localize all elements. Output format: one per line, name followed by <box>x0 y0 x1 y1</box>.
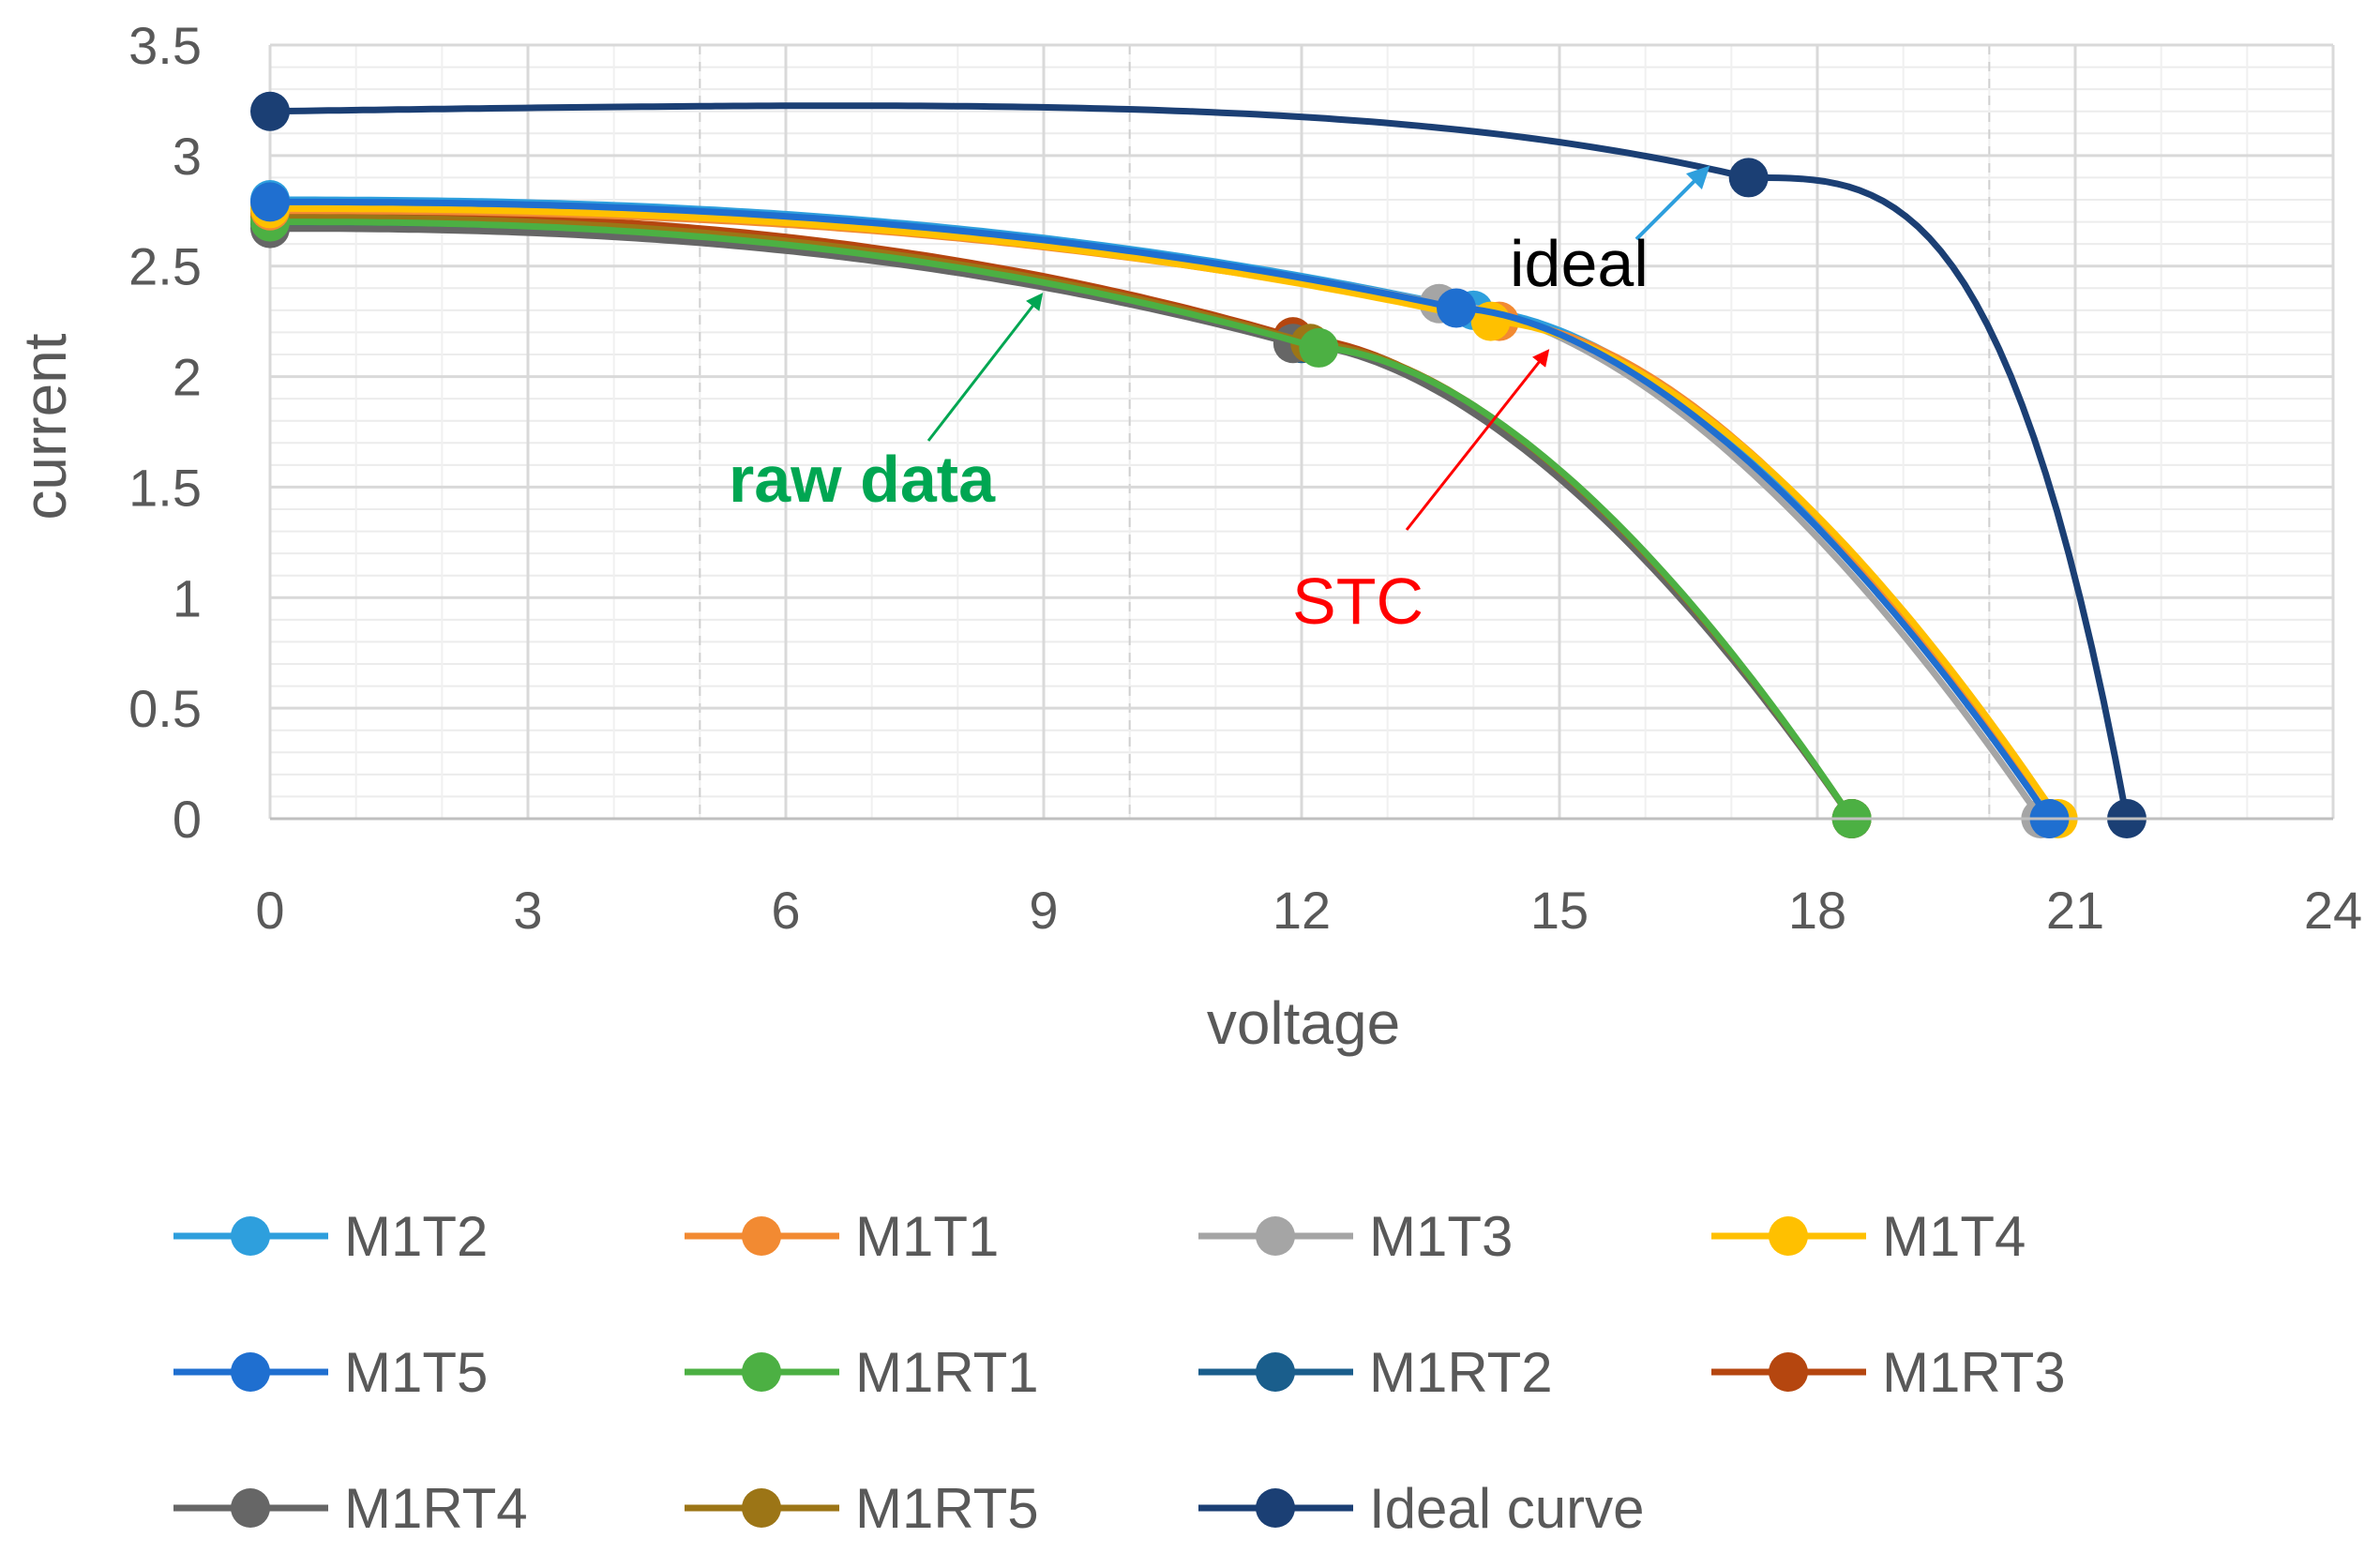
legend-marker-m1rt3 <box>1769 1352 1808 1392</box>
x-tick-label: 21 <box>2046 881 2104 940</box>
legend-label-m1t2: M1T2 <box>344 1205 488 1268</box>
annotation-ideal: ideal <box>1510 227 1649 300</box>
y-tick-label: 0 <box>173 790 202 849</box>
x-tick-label: 3 <box>513 881 542 940</box>
data-point-m1t5 <box>1437 288 1476 328</box>
y-tick-label: 3 <box>173 127 202 186</box>
x-tick-label: 24 <box>2304 881 2362 940</box>
legend-marker-ideal-curve <box>1256 1488 1295 1528</box>
legend-marker-m1t4 <box>1769 1216 1808 1256</box>
annotations: ideal raw data STC <box>729 165 1710 638</box>
major-gridlines <box>268 43 2335 819</box>
legend-label-m1rt3: M1RT3 <box>1882 1341 2066 1404</box>
legend-label-m1t3: M1T3 <box>1369 1205 1513 1268</box>
legend-label-m1rt5: M1RT5 <box>855 1477 1039 1540</box>
annotation-raw-data: raw data <box>729 443 996 516</box>
legend: M1T2 M1T1 M1T3 M1T4 M1T5 M1RT1 M1RT2 M1RT3 M1RT4… <box>173 1205 2066 1540</box>
legend-marker-m1t5 <box>231 1352 270 1392</box>
y-tick-label: 2.5 <box>128 237 202 296</box>
series-line-m1rt4 <box>266 225 1856 822</box>
data-point-ideal-curve <box>1728 158 1769 198</box>
legend-marker-m1t1 <box>742 1216 781 1256</box>
legend-marker-m1rt1 <box>742 1352 781 1392</box>
series-line-m1t3 <box>266 201 2044 822</box>
legend-label-ideal-curve: Ideal curve <box>1369 1477 1645 1540</box>
x-tick-label: 12 <box>1273 881 1331 940</box>
series-line-m1t5 <box>266 198 2053 822</box>
y-tick-label: 1.5 <box>128 458 202 517</box>
legend-label-m1rt2: M1RT2 <box>1369 1341 1553 1404</box>
data-point-ideal-curve <box>250 91 290 131</box>
y-tick-label: 2 <box>173 348 202 407</box>
raw-data-arrow <box>926 293 1044 442</box>
x-axis-title: voltage <box>1207 989 1400 1057</box>
legend-marker-m1t2 <box>231 1216 270 1256</box>
series-line-m1rt1 <box>266 219 1856 822</box>
legend-marker-m1rt5 <box>742 1488 781 1528</box>
x-tick-label: 0 <box>255 881 284 940</box>
ideal-arrow <box>1634 165 1710 241</box>
legend-label-m1t1: M1T1 <box>855 1205 999 1268</box>
series-layer <box>250 91 2147 838</box>
x-tick-label: 18 <box>1788 881 1846 940</box>
y-tick-label: 0.5 <box>128 679 202 738</box>
series-line-m1rt3 <box>266 209 1856 822</box>
y-axis-title: current <box>11 333 79 520</box>
x-tick-label: 9 <box>1029 881 1058 940</box>
stc-arrow <box>1405 349 1550 531</box>
x-tick-label: 6 <box>771 881 800 940</box>
series-line-ideal-curve <box>266 102 2131 822</box>
legend-label-m1rt1: M1RT1 <box>855 1341 1039 1404</box>
legend-marker-m1rt4 <box>231 1488 270 1528</box>
y-tick-label: 1 <box>173 568 202 627</box>
annotation-stc: STC <box>1292 565 1423 638</box>
series-line-m1t4 <box>266 204 2062 822</box>
legend-marker-m1rt2 <box>1256 1352 1295 1392</box>
x-tick-label: 15 <box>1530 881 1589 940</box>
y-tick-label: 3.5 <box>128 16 202 75</box>
legend-label-m1rt4: M1RT4 <box>344 1477 528 1540</box>
data-point-m1t5 <box>250 182 290 222</box>
data-point-m1rt1 <box>1299 327 1339 368</box>
legend-label-m1t5: M1T5 <box>344 1341 488 1404</box>
tick-labels: 0 3 6 9 12 15 18 21 24 0 0.5 1 1.5 2 2.5 3 3.5 <box>128 16 2362 940</box>
legend-label-m1t4: M1T4 <box>1882 1205 2026 1268</box>
legend-marker-m1t3 <box>1256 1216 1295 1256</box>
